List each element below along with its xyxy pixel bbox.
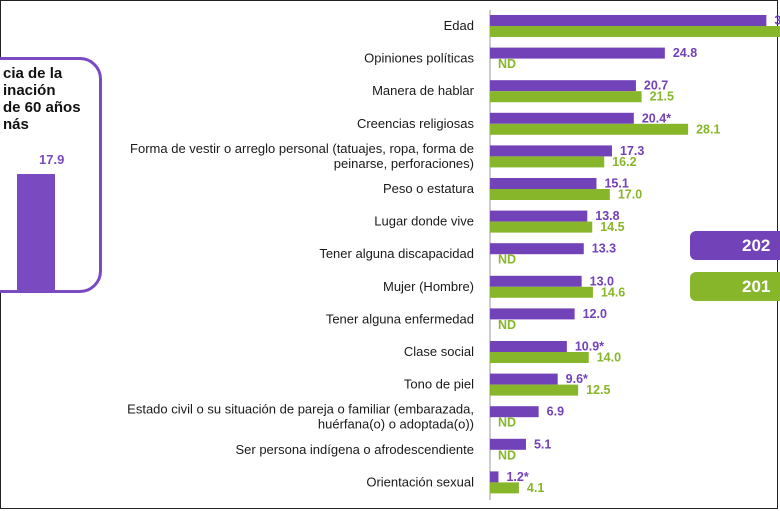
legend-item-2022: 202	[690, 231, 780, 260]
category-label: Forma de vestir o arreglo personal (tatu…	[130, 141, 474, 171]
bar-2022	[490, 145, 612, 157]
inset-title: cia de la inación de 60 años nás	[3, 65, 81, 133]
value-label-2017: ND	[498, 318, 516, 332]
value-label-2022: 10.9*	[575, 340, 604, 354]
bar-2022	[490, 243, 584, 255]
value-label-2017: 14.6	[601, 285, 625, 299]
value-label-2022: 15.1	[604, 177, 628, 191]
bar-2017	[490, 123, 689, 135]
value-label-2017: 21.5	[650, 90, 674, 104]
bar-2022	[490, 112, 634, 124]
value-label-2022: 6.9	[547, 405, 564, 419]
bar-2017	[490, 352, 589, 363]
bar-2017	[490, 482, 519, 494]
value-label-2022: 17.3	[620, 144, 644, 158]
value-label-2017: 28.1	[696, 122, 720, 136]
bar-2022	[490, 178, 597, 189]
bar-2022	[490, 308, 575, 320]
inset-value-label: 17.9	[39, 152, 65, 167]
bar-2022	[490, 438, 526, 450]
category-label: Tener alguna enfermedad	[326, 311, 474, 326]
inset-panel: cia de la inación de 60 años nás 17.9	[0, 57, 102, 293]
bar-2017	[490, 221, 593, 233]
bar-2022	[490, 210, 588, 222]
bar-2017	[490, 91, 642, 103]
value-label-2017: ND	[498, 253, 516, 267]
value-label-2022: 13.0	[590, 274, 614, 288]
legend-item-2017: 201	[690, 272, 780, 301]
value-label-2017: 16.2	[612, 155, 636, 169]
bar-2017	[490, 26, 780, 37]
category-label: Clase social	[404, 344, 474, 359]
value-label-2022: 13.3	[592, 242, 616, 256]
bar-2022	[490, 406, 539, 418]
value-label-2017: ND	[498, 57, 516, 71]
value-label-2017: 14.0	[597, 351, 621, 365]
value-label-2022: 13.8	[595, 209, 619, 223]
value-label-2022: 20.4*	[642, 111, 671, 125]
bar-2017	[490, 384, 579, 396]
category-label: Manera de hablar	[372, 83, 475, 98]
category-label: Lugar donde vive	[374, 214, 474, 229]
category-label: Estado civil o su situación de pareja o …	[127, 402, 474, 432]
value-label-2022: 20.7	[644, 79, 668, 93]
value-label-2022: 9.6*	[566, 372, 588, 386]
bar-2022	[490, 341, 567, 352]
value-label-2022: 39.2*	[774, 14, 780, 28]
value-label-2022: 24.8	[673, 46, 697, 60]
category-label: Orientación sexual	[366, 474, 474, 489]
inset-bar	[17, 174, 55, 290]
value-label-2017: 4.1	[527, 481, 544, 495]
value-label-2017: 12.5	[586, 383, 610, 397]
category-label: Creencias religiosas	[357, 116, 475, 131]
bar-2022	[490, 15, 767, 26]
category-label: Tono de piel	[404, 377, 474, 392]
bar-2017	[490, 189, 610, 200]
bar-2022	[490, 373, 558, 385]
category-label: Mujer (Hombre)	[383, 279, 474, 294]
category-label: Tener alguna discapacidad	[319, 246, 474, 261]
bar-2022	[490, 471, 499, 483]
value-label-2022: 5.1	[534, 437, 551, 451]
category-label: Peso o estatura	[383, 181, 475, 196]
bar-2022	[490, 275, 582, 287]
category-label: Edad	[444, 18, 474, 33]
bar-2022	[490, 80, 636, 92]
category-label: Opiniones políticas	[364, 51, 474, 66]
bar-2022	[490, 47, 665, 59]
bar-2017	[490, 156, 605, 168]
value-label-2017: ND	[498, 448, 516, 462]
value-label-2022: 12.0	[583, 307, 607, 321]
value-label-2017: 14.5	[600, 220, 624, 234]
category-label: Ser persona indígena o afrodescendiente	[235, 442, 474, 457]
value-label-2017: 17.0	[618, 188, 642, 202]
value-label-2017: ND	[498, 416, 516, 430]
value-label-2022: 1.2*	[506, 470, 528, 484]
bar-2017	[490, 286, 593, 298]
